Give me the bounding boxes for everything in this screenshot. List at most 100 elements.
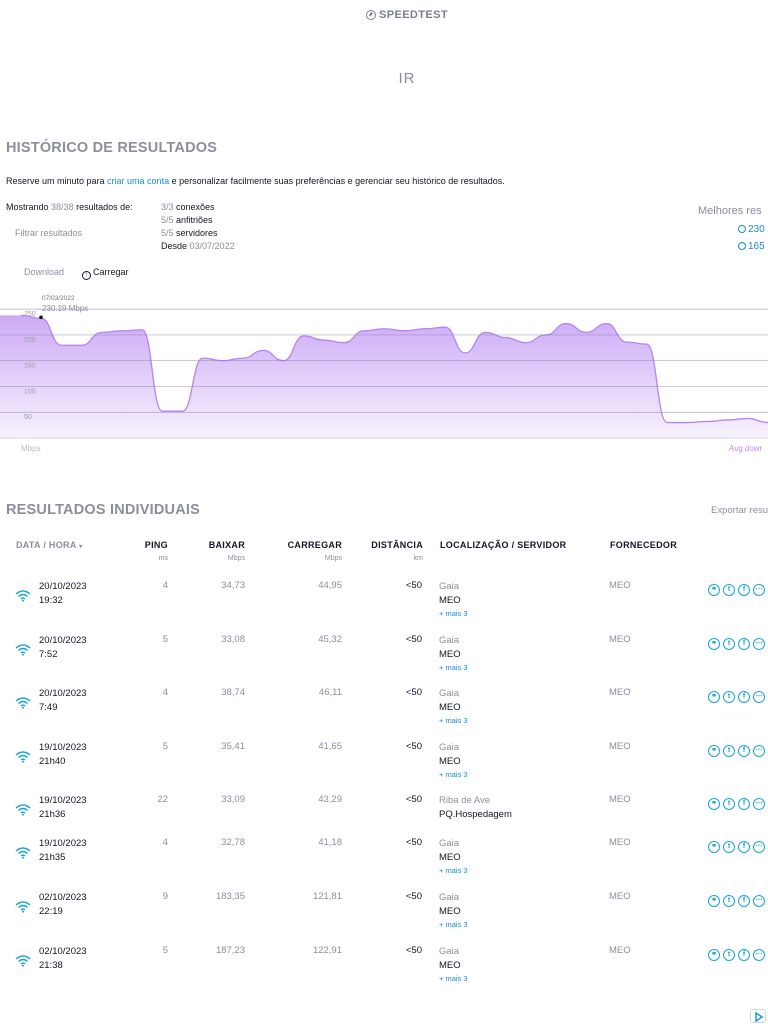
result-datetime[interactable]: 20/10/2023 19:32 xyxy=(39,581,87,606)
facebook-icon[interactable]: f xyxy=(738,745,750,757)
more-icon[interactable]: ⋯ xyxy=(753,745,765,757)
link-icon[interactable]: ⚭ xyxy=(708,895,720,907)
result-download: 187,23 xyxy=(215,945,245,956)
more-icon[interactable]: ⋯ xyxy=(753,949,765,961)
result-row[interactable]: 20/10/2023 7:52 5 33,08 45,32 <50 Gaia MEO + mai… xyxy=(0,634,768,687)
y-tick-label: 100 xyxy=(24,388,36,395)
twitter-icon[interactable]: t xyxy=(723,691,735,703)
col-download[interactable]: BAIXAR xyxy=(208,540,245,550)
history-chart[interactable]: 250 200 150 100 50 07/03/2022 230.19 Mbps Mb… xyxy=(0,290,768,460)
result-location: Gaia MEO + mais 3 xyxy=(439,580,468,621)
link-icon[interactable]: ⚭ xyxy=(708,841,720,853)
stat-connections[interactable]: 3/3 conexões xyxy=(161,202,215,212)
more-icon[interactable]: ⋯ xyxy=(753,798,765,810)
result-datetime[interactable]: 19/10/2023 21h40 xyxy=(39,742,87,767)
twitter-icon[interactable]: t xyxy=(723,841,735,853)
wifi-icon xyxy=(14,588,32,602)
history-title: HISTÓRICO DE RESULTADOS xyxy=(6,140,218,156)
twitter-icon[interactable]: t xyxy=(723,638,735,650)
link-icon[interactable]: ⚭ xyxy=(708,798,720,810)
facebook-icon[interactable]: f xyxy=(738,949,750,961)
facebook-icon[interactable]: f xyxy=(738,638,750,650)
col-upload[interactable]: CARREGAR xyxy=(287,540,342,550)
more-servers-link[interactable]: + mais 3 xyxy=(439,663,468,672)
more-icon[interactable]: ⋯ xyxy=(753,691,765,703)
result-provider: MEO xyxy=(609,945,631,956)
result-datetime[interactable]: 20/10/2023 7:52 xyxy=(39,635,87,660)
col-date-time[interactable]: DATA / HORA ▾ xyxy=(16,540,83,550)
result-row[interactable]: 20/10/2023 7:49 4 38,74 46,11 <50 Gaia MEO + mai… xyxy=(0,687,768,740)
result-row[interactable]: 19/10/2023 21h36 22 33,09 43,29 <50 Riba de Av… xyxy=(0,794,768,847)
more-servers-link[interactable]: + mais 3 xyxy=(439,716,468,725)
link-icon[interactable]: ⚭ xyxy=(708,584,720,596)
result-upload: 121,81 xyxy=(312,891,342,902)
more-servers-link[interactable]: + mais 3 xyxy=(439,609,468,618)
wifi-icon xyxy=(14,845,32,859)
link-icon[interactable]: ⚭ xyxy=(708,691,720,703)
link-icon[interactable]: ⚭ xyxy=(708,745,720,757)
twitter-icon[interactable]: t xyxy=(723,895,735,907)
more-servers-link[interactable]: + mais 3 xyxy=(439,974,468,983)
y-tick-label: 50 xyxy=(24,414,32,421)
col-distance[interactable]: DISTÂNCIA xyxy=(371,540,423,550)
col-ping[interactable]: PING xyxy=(144,540,168,550)
col-provider[interactable]: FORNECEDOR xyxy=(610,540,678,550)
tab-download[interactable]: Download xyxy=(24,267,65,277)
result-datetime[interactable]: 20/10/2023 7:49 xyxy=(39,688,87,713)
wifi-icon xyxy=(14,695,32,709)
facebook-icon[interactable]: f xyxy=(738,691,750,703)
more-servers-link[interactable]: + mais 3 xyxy=(439,770,468,779)
facebook-icon[interactable]: f xyxy=(738,895,750,907)
col-location[interactable]: LOCALIZAÇÃO / SERVIDOR xyxy=(440,540,567,550)
facebook-icon[interactable]: f xyxy=(738,841,750,853)
best-download: 230 xyxy=(738,224,765,235)
more-servers-link[interactable]: + mais 3 xyxy=(439,920,468,929)
result-download: 183,35 xyxy=(215,891,245,902)
share-buttons: ⚭ t f ⋯ xyxy=(708,638,765,650)
stat-hosts[interactable]: 5/5 anfitriões xyxy=(161,215,213,225)
y-tick-label: 150 xyxy=(24,363,36,370)
result-distance: <50 xyxy=(405,634,422,645)
intro-text: Reserve um minuto para criar uma conta e… xyxy=(6,176,505,186)
result-row[interactable]: 02/10/2023 21:38 5 187,23 122,91 <50 Gaia MEO + … xyxy=(0,945,768,998)
twitter-icon[interactable]: t xyxy=(723,584,735,596)
result-datetime[interactable]: 02/10/2023 21:38 xyxy=(39,946,87,971)
create-account-link[interactable]: criar uma conta xyxy=(107,176,170,186)
best-results-label: Melhores res xyxy=(698,205,762,217)
sort-down-icon: ▾ xyxy=(79,544,83,550)
ad-choices-icon[interactable] xyxy=(750,1009,766,1023)
more-icon[interactable]: ⋯ xyxy=(753,584,765,596)
wifi-icon xyxy=(14,899,32,913)
result-row[interactable]: 19/10/2023 21h40 5 35,41 41,65 <50 Gaia MEO + ma… xyxy=(0,741,768,794)
col-ping-unit: ms xyxy=(158,555,168,562)
result-row[interactable]: 20/10/2023 19:32 4 34,73 44,95 <50 Gaia MEO + ma… xyxy=(0,580,768,633)
result-ping: 5 xyxy=(162,741,168,752)
facebook-icon[interactable]: f xyxy=(738,798,750,810)
more-icon[interactable]: ⋯ xyxy=(753,638,765,650)
facebook-icon[interactable]: f xyxy=(738,584,750,596)
filter-results-button[interactable]: Filtrar resultados xyxy=(15,228,83,238)
speedtest-logo[interactable]: SPEEDTEST xyxy=(0,9,768,21)
more-servers-link[interactable]: + mais 3 xyxy=(439,866,468,875)
result-datetime[interactable]: 02/10/2023 22:19 xyxy=(39,892,87,917)
link-icon[interactable]: ⚭ xyxy=(708,949,720,961)
twitter-icon[interactable]: t xyxy=(723,949,735,961)
more-icon[interactable]: ⋯ xyxy=(753,895,765,907)
twitter-icon[interactable]: t xyxy=(723,798,735,810)
showing-summary: Mostrando 38/38 resultados de: xyxy=(6,202,133,212)
result-datetime[interactable]: 19/10/2023 21h35 xyxy=(39,838,87,863)
result-upload: 43,29 xyxy=(318,794,342,805)
result-row[interactable]: 02/10/2023 22:19 9 183,35 121,81 <50 Gaia MEO + … xyxy=(0,891,768,944)
tab-upload[interactable]: ↑ Carregar xyxy=(82,267,129,280)
more-icon[interactable]: ⋯ xyxy=(753,841,765,853)
stat-servers[interactable]: 5/5 servidores xyxy=(161,228,218,238)
link-icon[interactable]: ⚭ xyxy=(708,638,720,650)
result-row[interactable]: 19/10/2023 21h35 4 32,78 41,18 <50 Gaia MEO + ma… xyxy=(0,837,768,890)
nav-item-go[interactable]: IR xyxy=(398,70,416,87)
result-ping: 9 xyxy=(162,891,168,902)
result-datetime[interactable]: 19/10/2023 21h36 xyxy=(39,795,87,820)
export-results-button[interactable]: Exportar resu xyxy=(711,505,768,516)
result-distance: <50 xyxy=(405,837,422,848)
stat-since[interactable]: Desde 03/07/2022 xyxy=(161,241,235,251)
twitter-icon[interactable]: t xyxy=(723,745,735,757)
